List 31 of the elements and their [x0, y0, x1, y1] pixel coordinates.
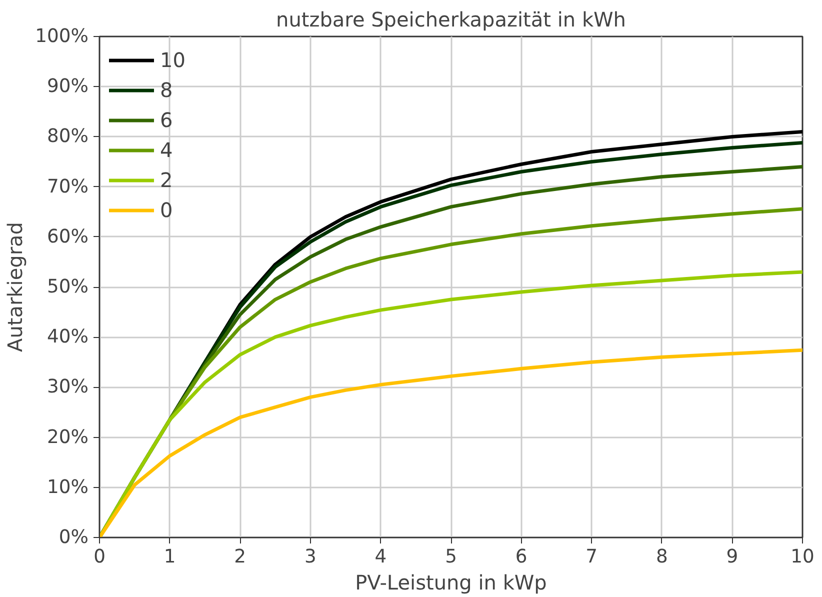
x-tick-label: 10: [790, 546, 814, 568]
x-tick-label: 2: [234, 546, 246, 568]
x-tick-label: 0: [94, 546, 106, 568]
y-tick-label: 10%: [47, 476, 88, 498]
y-tick-label: 50%: [47, 276, 88, 298]
x-tick-label: 7: [586, 546, 598, 568]
x-tick-label: 3: [304, 546, 316, 568]
legend-label: 8: [160, 78, 174, 102]
legend-label: 2: [160, 168, 174, 192]
legend-label: 4: [160, 138, 174, 162]
y-tick-label: 30%: [47, 376, 88, 398]
y-tick-label: 60%: [47, 226, 88, 248]
y-tick-label: 40%: [47, 326, 88, 348]
x-tick-label: 1: [164, 546, 176, 568]
y-tick-label: 0%: [58, 527, 89, 548]
y-tick-label: 80%: [47, 126, 88, 148]
x-tick-label: 6: [515, 546, 528, 568]
y-tick-label: 70%: [47, 176, 88, 198]
x-tick-label: 5: [445, 546, 457, 568]
legend-label: 10: [160, 48, 186, 72]
legend-label: 0: [160, 198, 174, 222]
legend-label: 6: [160, 108, 174, 132]
y-tick-label: 90%: [47, 76, 88, 98]
chart-title: nutzbare Speicherkapazität in kWh: [276, 8, 626, 32]
x-tick-label: 4: [374, 546, 387, 568]
y-axis-title: Autarkiegrad: [3, 222, 28, 352]
x-tick-label: 9: [726, 546, 738, 568]
x-axis-title: PV-Leistung in kWp: [355, 570, 547, 594]
y-tick-label: 100%: [35, 26, 89, 47]
y-tick-label: 20%: [47, 426, 88, 448]
x-tick-label: 8: [656, 546, 668, 568]
